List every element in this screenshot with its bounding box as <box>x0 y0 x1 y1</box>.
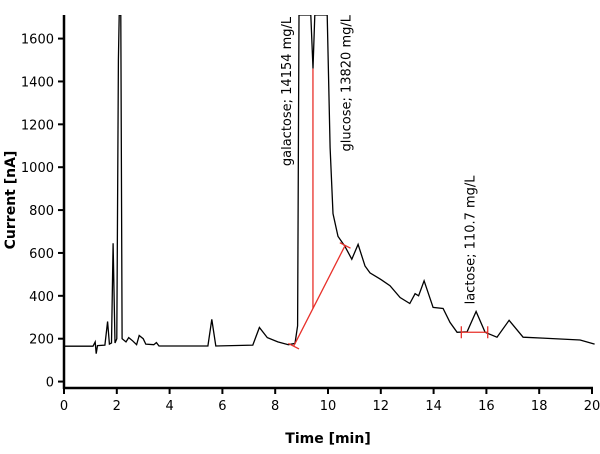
x-axis-label: Time [min] <box>285 431 370 447</box>
y-tick-label: 1400 <box>21 75 54 90</box>
x-tick-label: 6 <box>218 399 226 414</box>
y-axis-label: Current [nA] <box>3 151 19 250</box>
integration-tick <box>339 242 351 249</box>
y-tick-label: 400 <box>29 290 54 305</box>
x-tick-label: 20 <box>584 399 600 414</box>
x-tick-label: 16 <box>478 399 495 414</box>
x-tick-label: 12 <box>373 399 390 414</box>
y-tick-label: 200 <box>29 333 54 348</box>
peak-annotation: galactose; 14154 mg/L <box>280 16 295 166</box>
y-tick-label: 1200 <box>21 118 54 133</box>
x-tick-label: 14 <box>425 399 442 414</box>
peak-annotation: lactose; 110.7 mg/L <box>464 175 479 305</box>
peak-annotation: glucose; 13820 mg/L <box>339 14 354 151</box>
x-tick-label: 8 <box>271 399 279 414</box>
y-tick-label: 0 <box>46 376 54 391</box>
x-tick-label: 4 <box>165 399 173 414</box>
y-tick-label: 1600 <box>21 33 54 48</box>
y-tick-label: 600 <box>29 247 54 262</box>
x-tick-label: 2 <box>113 399 121 414</box>
x-tick-label: 18 <box>531 399 548 414</box>
y-tick-label: 800 <box>29 204 54 219</box>
chromatogram-trace <box>64 15 595 354</box>
x-tick-label: 10 <box>320 399 337 414</box>
y-tick-label: 1000 <box>21 161 54 176</box>
integration-baseline <box>293 245 346 347</box>
x-tick-label: 0 <box>60 399 68 414</box>
integration-tick <box>288 342 300 350</box>
